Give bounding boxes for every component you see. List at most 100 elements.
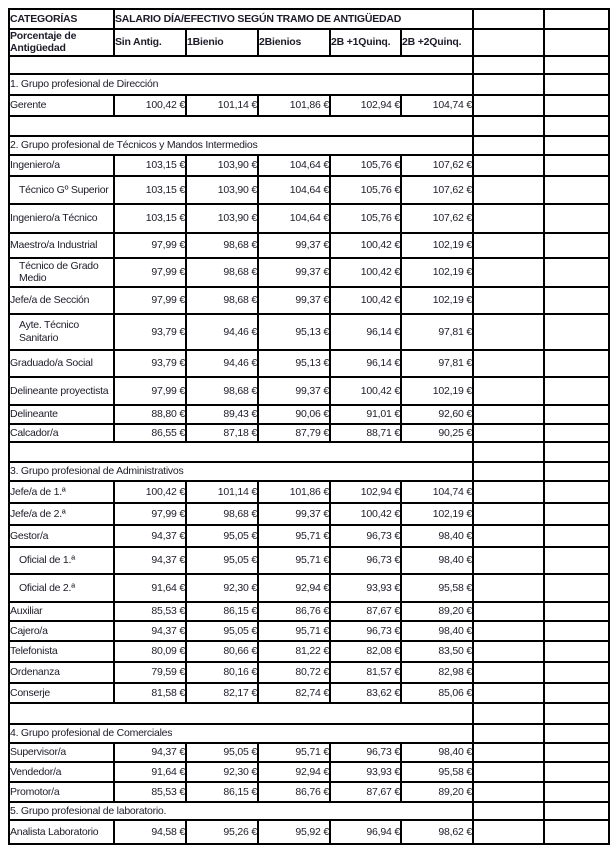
salary-value-cell: 85,53 € [113,780,187,803]
salary-value-cell: 79,59 € [113,660,187,684]
empty-margin-cell [472,153,546,177]
category-data-row: Oficial de 1.ª 94,37 €95,05 €95,71 €96,73… [8,545,611,575]
category-label-cell: Técnico de Grado Medio [8,256,115,288]
salary-value-cell: 107,62 € [399,202,475,234]
empty-margin-cell [543,722,611,744]
salary-value-cell: 82,98 € [399,660,475,684]
salary-value-cell: 93,93 € [329,760,402,783]
spacer-cell [7,54,475,75]
salary-value-cell: 101,14 € [185,93,259,117]
empty-margin-cell [472,93,546,117]
category-label-cell: Delineante proyectista [8,375,115,406]
category-data-row: Jefe/a de 2.ª 97,99 €98,68 €99,37 €100,42… [8,501,611,526]
salary-value-cell: 103,90 € [185,202,259,234]
empty-margin-cell [472,72,546,96]
salary-value-cell: 100,42 € [329,501,402,526]
salary-value-cell: 95,05 € [185,523,259,548]
category-label-cell: Jefe/a de 2.ª [8,501,115,526]
salary-value-cell: 107,62 € [399,153,475,177]
category-label-cell: Graduado/a Social [8,348,115,378]
empty-margin-cell [543,800,611,821]
group-header-cell: 1. Grupo profesional de Dirección [7,72,475,96]
category-data-row: Técnico Gº Superior 103,15 €103,90 €104,6… [8,174,611,205]
category-label-cell: Auxiliar [8,600,115,622]
salary-value-cell: 103,15 € [113,153,187,177]
category-label-cell: Ordenanza [8,660,115,684]
salary-value-cell: 101,86 € [257,93,331,117]
salary-value-cell: 95,58 € [399,572,475,603]
salary-value-cell: 97,99 € [113,285,187,315]
column-header-row: Porcentaje de Antigüedad Sin Antig. 1Bie… [8,28,611,57]
salary-value-cell: 92,30 € [185,572,259,603]
salary-value-cell: 103,15 € [113,202,187,234]
category-data-row: Jefe/a de 1.ª 100,42 €101,14 €101,86 €102… [8,479,611,504]
salary-value-cell: 81,22 € [257,639,331,663]
category-data-row: Vendedor/a 91,64 €92,30 €92,94 €93,93 €95… [8,760,611,783]
category-label-cell: Gerente [8,93,115,117]
salary-value-cell: 86,76 € [257,600,331,622]
salary-value-cell: 95,58 € [399,760,475,783]
salary-value-cell: 80,72 € [257,660,331,684]
salary-value-cell: 91,01 € [329,403,402,425]
col-header-2bienios: 2Bienios [257,28,331,57]
spacer-row [7,114,611,137]
spacer-row [7,54,611,75]
salary-value-cell: 107,62 € [399,174,475,205]
categories-header-cell: CATEGORÍAS [8,8,115,30]
category-data-row: Conserje 81,58 €82,17 €82,74 €83,62 €85,0… [8,681,611,704]
salary-value-cell: 94,37 € [113,545,187,575]
salary-value-cell: 96,14 € [329,312,402,351]
empty-margin-cell [472,660,546,684]
category-label-cell: Cajero/a [8,619,115,642]
empty-margin-cell [472,818,546,845]
salary-value-cell: 103,90 € [185,174,259,205]
group-header-row: 3. Grupo profesional de Administrativos [7,460,611,482]
empty-margin-cell [472,639,546,663]
category-data-row: Delineante proyectista 97,99 €98,68 €99,3… [8,375,611,406]
empty-margin-cell [472,722,546,744]
salary-value-cell: 102,19 € [399,285,475,315]
salary-value-cell: 96,94 € [329,818,402,845]
empty-margin-cell [543,440,611,463]
salary-value-cell: 104,74 € [399,93,475,117]
salary-value-cell: 98,68 € [185,256,259,288]
salary-value-cell: 81,58 € [113,681,187,704]
category-data-row: Maestro/a Industrial 97,99 €98,68 €99,37 … [8,231,611,259]
title-header-row: CATEGORÍAS SALARIO DÍA/EFECTIVO SEGÚN TR… [8,8,611,30]
salary-value-cell: 82,74 € [257,681,331,704]
category-data-row: Gerente 100,42 €101,14 €101,86 €102,94 €1… [8,93,611,117]
salary-value-cell: 93,79 € [113,348,187,378]
salary-value-cell: 96,73 € [329,619,402,642]
salary-value-cell: 104,74 € [399,479,475,504]
empty-margin-cell [543,600,611,622]
salary-value-cell: 98,40 € [399,619,475,642]
empty-margin-cell [472,501,546,526]
salary-value-cell: 81,57 € [329,660,402,684]
empty-margin-cell [472,600,546,622]
salary-value-cell: 87,67 € [329,600,402,622]
category-label-cell: Conserje [8,681,115,704]
salary-value-cell: 98,68 € [185,285,259,315]
salary-value-cell: 102,94 € [329,479,402,504]
salary-value-cell: 92,30 € [185,760,259,783]
salary-value-cell: 87,67 € [329,780,402,803]
salary-value-cell: 90,25 € [399,422,475,443]
salary-value-cell: 80,09 € [113,639,187,663]
group-header-cell: 3. Grupo profesional de Administrativos [7,460,475,482]
empty-margin-cell [543,153,611,177]
empty-margin-cell [472,134,546,156]
salary-value-cell: 105,76 € [329,153,402,177]
salary-value-cell: 95,13 € [257,312,331,351]
antiguedad-header-cell: Porcentaje de Antigüedad [8,28,115,57]
salary-value-cell: 95,71 € [257,619,331,642]
salary-value-cell: 94,46 € [185,348,259,378]
empty-margin-cell [472,780,546,803]
salary-value-cell: 104,64 € [257,202,331,234]
salary-value-cell: 96,73 € [329,523,402,548]
empty-margin-cell [543,231,611,259]
salary-value-cell: 83,50 € [399,639,475,663]
salary-value-cell: 100,42 € [329,375,402,406]
salary-value-cell: 83,62 € [329,681,402,704]
salary-value-cell: 92,60 € [399,403,475,425]
empty-margin-cell [472,312,546,351]
